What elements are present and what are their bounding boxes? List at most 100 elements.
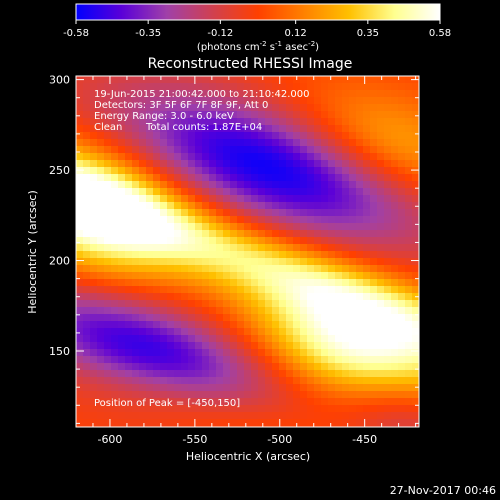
heatmap-cell [209,167,217,175]
heatmap-cell [384,132,392,140]
heatmap-cell [314,146,322,154]
heatmap-cell [286,146,294,154]
heatmap-cell [97,230,105,238]
heatmap-cell [377,244,385,252]
heatmap-cell [174,272,182,280]
heatmap-cell [349,405,357,413]
heatmap-cell [111,153,119,161]
heatmap-cell [342,286,350,294]
heatmap-cell [279,342,287,350]
heatmap-cell [377,328,385,336]
heatmap-cell [293,405,301,413]
heatmap-cell [174,209,182,217]
heatmap-cell [90,153,98,161]
heatmap-cell [118,419,126,427]
heatmap-cell [335,216,343,224]
heatmap-cell [216,356,224,364]
heatmap-cell [216,244,224,252]
heatmap-cell [384,118,392,126]
heatmap-cell [76,139,84,147]
heatmap-cell [223,258,231,266]
heatmap-cell [412,160,419,168]
heatmap-cell [167,342,175,350]
heatmap-cell [216,419,224,427]
heatmap-cell [384,328,392,336]
heatmap-cell [118,181,126,189]
heatmap-cell [384,146,392,154]
heatmap-cell [363,90,371,98]
heatmap-cell [272,76,280,84]
heatmap-cell [209,76,217,84]
heatmap-cell [118,104,126,112]
heatmap-cell [293,356,301,364]
heatmap-cell [391,391,399,399]
heatmap-cell [405,258,413,266]
heatmap-cell [286,293,294,301]
heatmap-cell [258,223,266,231]
heatmap-cell [356,181,364,189]
heatmap-cell [321,118,329,126]
heatmap-cell [307,174,315,182]
heatmap-cell [342,363,350,371]
heatmap-cell [272,83,280,91]
heatmap-cell [230,258,238,266]
heatmap-cell [391,251,399,259]
heatmap-cell [153,90,161,98]
heatmap-cell [202,209,210,217]
heatmap-cell [251,97,259,105]
heatmap-cell [300,90,308,98]
heatmap-cell [293,90,301,98]
heatmap-cell [244,111,252,119]
heatmap-cell [97,160,105,168]
heatmap-cell [132,419,140,427]
heatmap-cell [160,279,168,287]
heatmap-cell [111,251,119,259]
heatmap-cell [174,419,182,427]
heatmap-cell [279,363,287,371]
heatmap-cell [209,209,217,217]
heatmap-cell [314,244,322,252]
heatmap-cell [174,90,182,98]
heatmap-cell [153,307,161,315]
heatmap-cell [139,349,147,357]
heatmap-cell [363,328,371,336]
heatmap-cell [174,174,182,182]
heatmap-cell [391,153,399,161]
heatmap-cell [258,335,266,343]
heatmap-cell [272,328,280,336]
heatmap-cell [321,104,329,112]
heatmap-cell [328,356,336,364]
heatmap-cell [125,237,133,245]
heatmap-cell [237,139,245,147]
heatmap-cell [307,111,315,119]
heatmap-cell [153,216,161,224]
heatmap-cell [244,279,252,287]
heatmap-cell [223,370,231,378]
heatmap-cell [258,76,266,84]
heatmap-cell [76,321,84,329]
heatmap-cell [363,83,371,91]
heatmap-cell [216,146,224,154]
heatmap-cell [342,300,350,308]
heatmap-cell [104,314,112,322]
heatmap-cell [153,237,161,245]
heatmap-cell [384,125,392,133]
heatmap-cell [153,335,161,343]
heatmap-cell [97,83,105,91]
heatmap-cell [188,307,196,315]
heatmap-cell [132,104,140,112]
heatmap-cell [104,286,112,294]
heatmap-cell [377,230,385,238]
heatmap-cell [342,356,350,364]
heatmap-cell [377,97,385,105]
heatmap-cell [139,202,147,210]
heatmap-cell [335,230,343,238]
heatmap-cell [153,104,161,112]
heatmap-cell [167,321,175,329]
heatmap-cell [307,398,315,406]
heatmap-cell [216,314,224,322]
heatmap-cell [244,321,252,329]
heatmap-cell [188,209,196,217]
heatmap-cell [209,244,217,252]
heatmap-cell [188,97,196,105]
